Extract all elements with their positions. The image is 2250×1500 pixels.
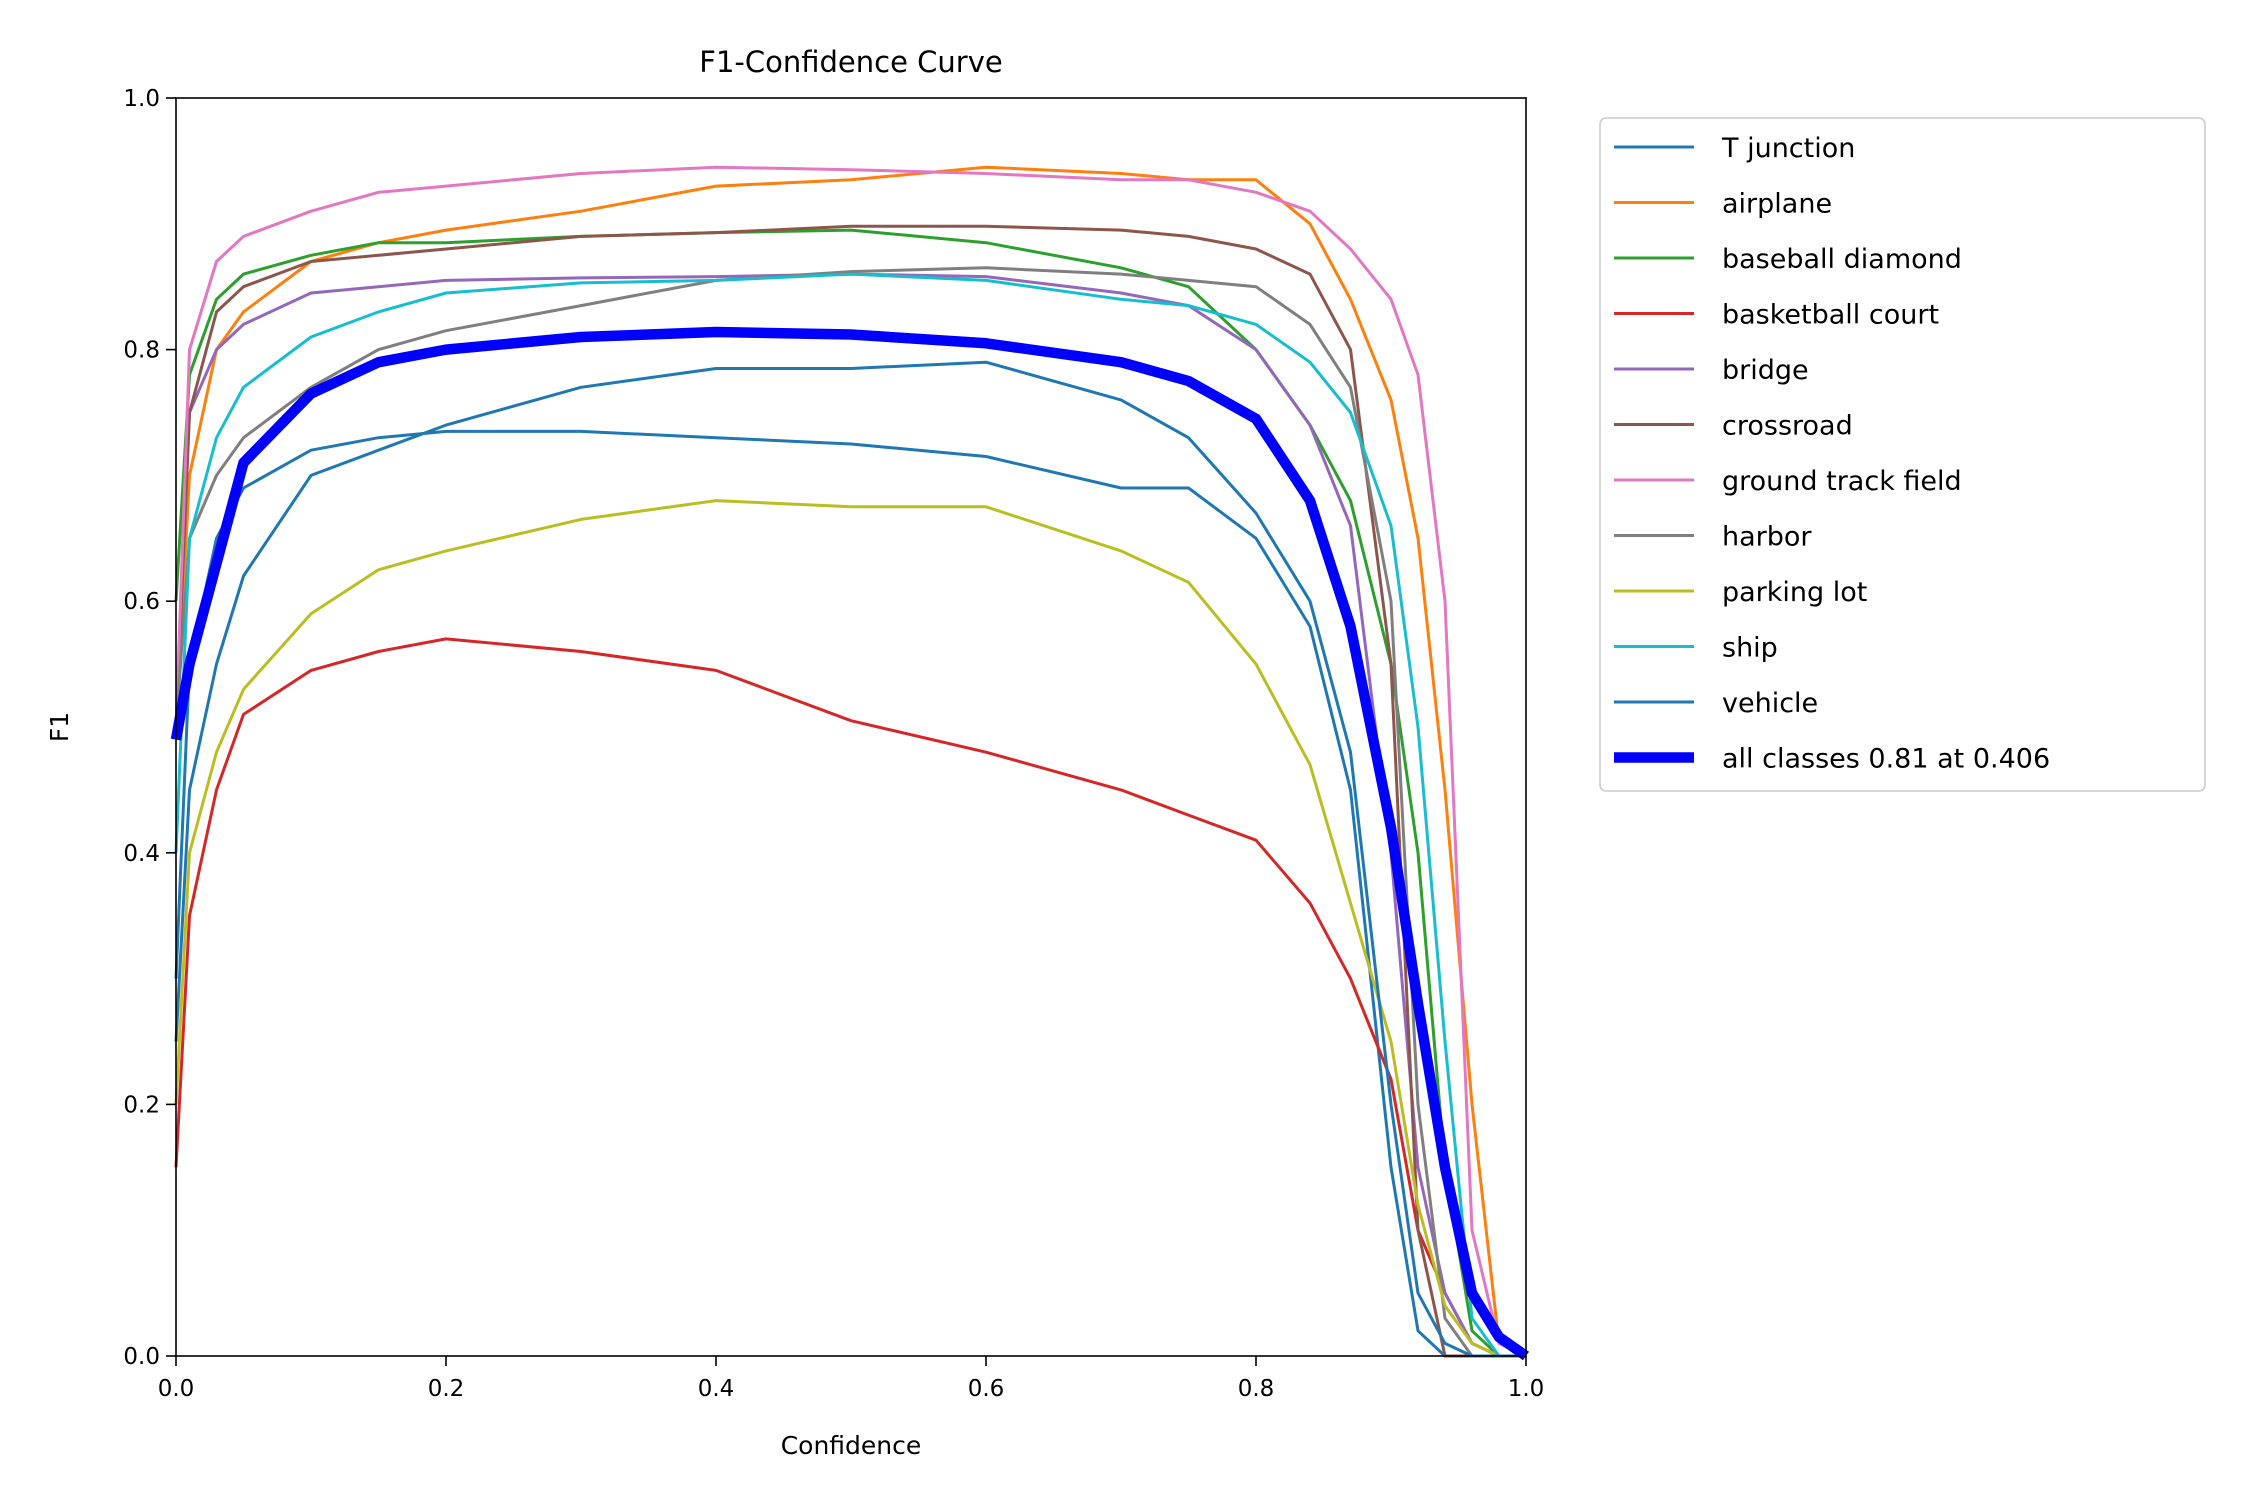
legend-box bbox=[1599, 117, 2206, 792]
x-tick-label: 0.6 bbox=[968, 1376, 1005, 1402]
x-tick-label: 0.4 bbox=[698, 1376, 735, 1402]
series-line-bridge bbox=[174, 272, 1526, 1358]
legend-label: T junction bbox=[1721, 133, 1855, 164]
legend-item: T junction bbox=[1614, 133, 1855, 164]
y-axis-label: F1 bbox=[45, 712, 74, 742]
legend-item: harbor bbox=[1614, 522, 1812, 553]
legend-item: baseball diamond bbox=[1614, 244, 1962, 275]
legend-label: parking lot bbox=[1722, 577, 1867, 608]
legend: T junction airplane baseball diamond basket… bbox=[1599, 117, 2206, 792]
legend-label: airplane bbox=[1722, 189, 1832, 220]
y-tick-label: 1.0 bbox=[123, 86, 160, 112]
legend-item: basketball court bbox=[1614, 300, 1939, 331]
legend-label: bridge bbox=[1722, 355, 1809, 386]
legend-label: ship bbox=[1722, 633, 1778, 664]
series-line-harbor bbox=[174, 266, 1526, 1358]
series-group bbox=[170, 165, 1530, 1361]
y-tick-label: 0.6 bbox=[123, 589, 160, 615]
legend-label: harbor bbox=[1722, 522, 1812, 553]
x-axis: 0.0 0.2 0.4 0.6 0.8 1.0 bbox=[158, 1356, 1545, 1402]
plot-frame bbox=[175, 97, 1527, 1357]
series-line-parking-lot bbox=[174, 499, 1526, 1358]
series-line-airplane bbox=[174, 165, 1527, 1358]
legend-label: basketball court bbox=[1722, 300, 1939, 331]
y-axis: 0.0 0.2 0.4 0.6 0.8 1.0 bbox=[123, 86, 176, 1370]
legend-label: baseball diamond bbox=[1722, 244, 1962, 275]
legend-item: vehicle bbox=[1614, 688, 1818, 719]
legend-item: parking lot bbox=[1614, 577, 1867, 608]
series-line-t-junction bbox=[174, 429, 1526, 1358]
legend-label: crossroad bbox=[1722, 411, 1853, 442]
x-axis-label: Confidence bbox=[781, 1431, 922, 1460]
legend-item: ship bbox=[1614, 633, 1778, 664]
legend-label: all classes 0.81 at 0.406 bbox=[1722, 744, 2050, 775]
y-tick-label: 0.2 bbox=[123, 1092, 160, 1118]
x-tick-label: 0.8 bbox=[1238, 1376, 1275, 1402]
legend-label: ground track field bbox=[1722, 466, 1962, 497]
legend-item: all classes 0.81 at 0.406 bbox=[1614, 744, 2050, 775]
x-tick-label: 0.2 bbox=[428, 1376, 465, 1402]
series-line-ground-track-field bbox=[174, 165, 1527, 1358]
series-line-ship bbox=[174, 272, 1526, 1358]
y-tick-label: 0.4 bbox=[123, 841, 160, 867]
series-line-baseball-diamond bbox=[174, 228, 1526, 1358]
chart-title: F1-Confidence Curve bbox=[699, 45, 1002, 79]
y-tick-label: 0.8 bbox=[123, 338, 160, 364]
x-tick-label: 0.0 bbox=[158, 1376, 195, 1402]
legend-item: bridge bbox=[1614, 355, 1809, 386]
series-line-basketball-court bbox=[174, 637, 1526, 1358]
series-line-crossroad bbox=[174, 224, 1526, 1358]
series-line-vehicle bbox=[174, 360, 1526, 1358]
legend-item: crossroad bbox=[1614, 411, 1853, 442]
legend-item: airplane bbox=[1614, 189, 1832, 220]
y-tick-label: 0.0 bbox=[123, 1344, 160, 1370]
legend-label: vehicle bbox=[1722, 688, 1818, 719]
series-line-all-classes-0-81-at-0-406 bbox=[170, 326, 1530, 1361]
x-tick-label: 1.0 bbox=[1508, 1376, 1545, 1402]
legend-item: ground track field bbox=[1614, 466, 1962, 497]
